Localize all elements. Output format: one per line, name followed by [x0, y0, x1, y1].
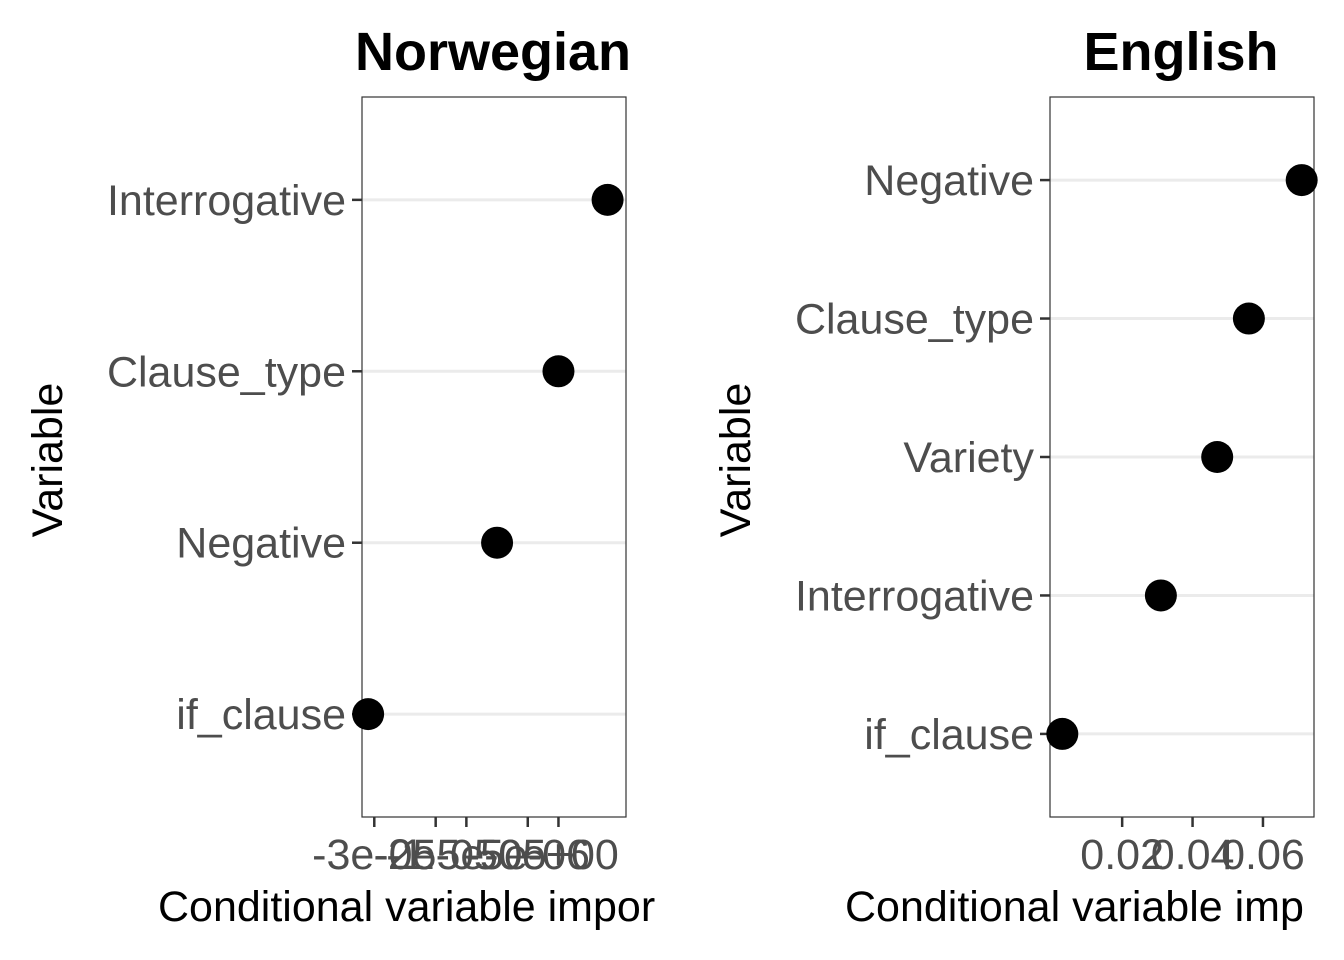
english-x-tick-label: 0.02 — [1080, 831, 1164, 879]
norwegian-y-tick-label: Clause_type — [107, 348, 346, 396]
english-y-tick-label: if_clause — [864, 711, 1034, 759]
english-point-variety — [1201, 441, 1234, 473]
norwegian-points — [352, 183, 624, 731]
english-panel: English if_clause Interrogative Variety Cla… — [712, 22, 1318, 931]
english-y-axis: if_clause Interrogative Variety Clause_type… — [795, 157, 1050, 759]
english-y-axis-title: Variable — [712, 383, 760, 538]
english-x-axis: 0.020.040.06 — [1080, 817, 1305, 879]
english-y-tick-label: Interrogative — [795, 572, 1034, 620]
norwegian-grid — [362, 198, 626, 716]
english-point-interrogative — [1144, 579, 1177, 612]
norwegian-y-tick-label: if_clause — [176, 691, 346, 739]
english-y-tick-label: Clause_type — [795, 296, 1034, 344]
norwegian-x-tick-label: -5e-06 — [466, 831, 590, 879]
english-x-tick-label: 0.04 — [1151, 831, 1235, 879]
english-grid — [1050, 178, 1314, 736]
english-y-tick-label: Variety — [903, 434, 1034, 482]
norwegian-point-clause-type — [542, 355, 575, 388]
norwegian-y-axis-title: Variable — [24, 383, 72, 538]
norwegian-title: Norwegian — [355, 22, 631, 82]
norwegian-panel-border — [361, 96, 627, 818]
norwegian-y-axis: if_clause Negative Clause_type Interrogativ… — [107, 177, 362, 739]
norwegian-panel: Norwegian if_clause Negative Clause_type In… — [24, 22, 655, 931]
english-point-clause-type — [1232, 302, 1265, 335]
english-point-negative — [1285, 164, 1318, 197]
norwegian-x-tick-label: -2e-05 — [374, 831, 498, 879]
norwegian-y-tick-label: Negative — [176, 520, 346, 568]
english-points — [1046, 164, 1318, 750]
english-y-tick-label: Negative — [864, 157, 1034, 205]
norwegian-x-tick-label: -1.5e-05 — [386, 831, 546, 879]
norwegian-point-interrogative — [591, 183, 624, 216]
english-x-tick-label: 0.06 — [1221, 831, 1305, 879]
norwegian-point-if-clause — [352, 698, 385, 731]
norwegian-x-tick-label: -3e-05 — [312, 831, 436, 879]
norwegian-x-axis-title: Conditional variable impor — [158, 883, 655, 931]
norwegian-x-tick-label: 0e+00 — [498, 831, 619, 879]
norwegian-y-tick-label: Interrogative — [107, 177, 346, 225]
english-point-if-clause — [1046, 717, 1079, 750]
english-title: English — [1083, 22, 1278, 82]
english-x-axis-title: Conditional variable imp — [845, 883, 1304, 931]
norwegian-point-negative — [481, 526, 514, 559]
